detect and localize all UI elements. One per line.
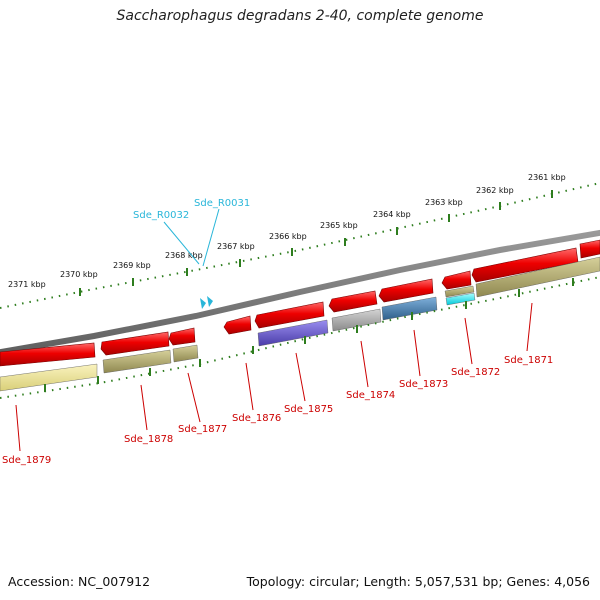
gene-arrows xyxy=(0,239,600,367)
gene-leader-line xyxy=(360,340,369,388)
gene-label[interactable]: Sde_1871 xyxy=(504,355,553,366)
gene-leader-line xyxy=(464,317,473,365)
scale-label: 2366 kbp xyxy=(269,232,307,241)
gene-leader-lines xyxy=(15,302,533,452)
cog-bar[interactable] xyxy=(475,256,600,298)
scale-label: 2368 kbp xyxy=(165,251,203,260)
gene-labels: Sde_1879 Sde_1878 Sde_1877 Sde_1876 Sde_… xyxy=(2,355,553,466)
gene-leader-line xyxy=(140,384,148,431)
cog-bar[interactable] xyxy=(381,296,438,321)
scale-label: 2367 kbp xyxy=(217,242,255,251)
cog-bar[interactable] xyxy=(444,285,475,298)
accession-label: Accession: NC_007912 xyxy=(8,574,151,589)
rna-markers xyxy=(200,296,213,309)
gene-leader-line xyxy=(245,362,254,411)
gene-arrow[interactable] xyxy=(100,331,170,356)
gene-arrow[interactable] xyxy=(441,270,472,290)
scale-label: 2369 kbp xyxy=(113,261,151,270)
scale-label: 2365 kbp xyxy=(320,221,358,230)
gene-label[interactable]: Sde_1874 xyxy=(346,390,395,401)
gene-label[interactable]: Sde_1877 xyxy=(178,424,227,435)
gene-arrow[interactable] xyxy=(378,278,434,303)
scale-label: 2364 kbp xyxy=(373,210,411,219)
cog-bar[interactable] xyxy=(102,349,172,374)
scale-label: 2362 kbp xyxy=(476,186,514,195)
gene-label[interactable]: Sde_1872 xyxy=(451,367,500,378)
upper-scale-ticks xyxy=(79,190,553,296)
gene-arrow[interactable] xyxy=(579,239,600,259)
rna-leader-lines xyxy=(163,208,220,267)
cog-bars xyxy=(0,256,600,392)
cog-bar[interactable] xyxy=(0,363,98,392)
lower-scale-track xyxy=(0,276,600,399)
gene-leader-line xyxy=(187,372,201,423)
gene-label[interactable]: Sde_1879 xyxy=(2,455,51,466)
genome-backbone xyxy=(0,229,600,356)
scale-label: 2363 kbp xyxy=(425,198,463,207)
genome-summary: Topology: circular; Length: 5,057,531 bp… xyxy=(246,574,590,589)
rna-leader-line xyxy=(202,208,220,267)
gene-leader-line xyxy=(15,404,21,452)
gene-label[interactable]: Sde_1873 xyxy=(399,379,448,390)
cog-bar[interactable] xyxy=(172,344,199,363)
rna-marker[interactable] xyxy=(207,296,213,307)
cog-bar[interactable] xyxy=(331,308,382,332)
lower-scale-ticks xyxy=(44,278,574,392)
rna-leader-line xyxy=(163,221,200,265)
rna-gene-label: Sde_R0031 xyxy=(194,198,250,209)
scale-label: 2370 kbp xyxy=(60,270,98,279)
rna-marker[interactable] xyxy=(200,298,206,309)
genome-title: Saccharophagus degradans 2-40, complete … xyxy=(116,8,484,24)
gene-arrow[interactable] xyxy=(168,327,196,346)
gene-arrow[interactable] xyxy=(223,315,252,335)
upper-scale-labels: 2371 kbp 2370 kbp 2369 kbp 2368 kbp 2367… xyxy=(8,173,566,289)
gene-arrow[interactable] xyxy=(328,290,378,313)
gene-arrow[interactable] xyxy=(254,301,325,329)
gene-arrow[interactable] xyxy=(0,342,96,367)
scale-label: 2371 kbp xyxy=(8,280,46,289)
cog-bar[interactable] xyxy=(257,319,329,347)
gene-label[interactable]: Sde_1876 xyxy=(232,413,281,424)
rna-gene-label: Sde_R0032 xyxy=(133,210,189,221)
scale-label: 2361 kbp xyxy=(528,173,566,182)
gene-leader-line xyxy=(295,352,306,402)
gene-label[interactable]: Sde_1878 xyxy=(124,434,173,445)
cog-bar[interactable] xyxy=(445,292,476,306)
gene-leader-line xyxy=(413,329,421,377)
gene-label[interactable]: Sde_1875 xyxy=(284,404,333,415)
gene-arrow[interactable] xyxy=(471,247,579,283)
gene-leader-line xyxy=(526,302,533,352)
